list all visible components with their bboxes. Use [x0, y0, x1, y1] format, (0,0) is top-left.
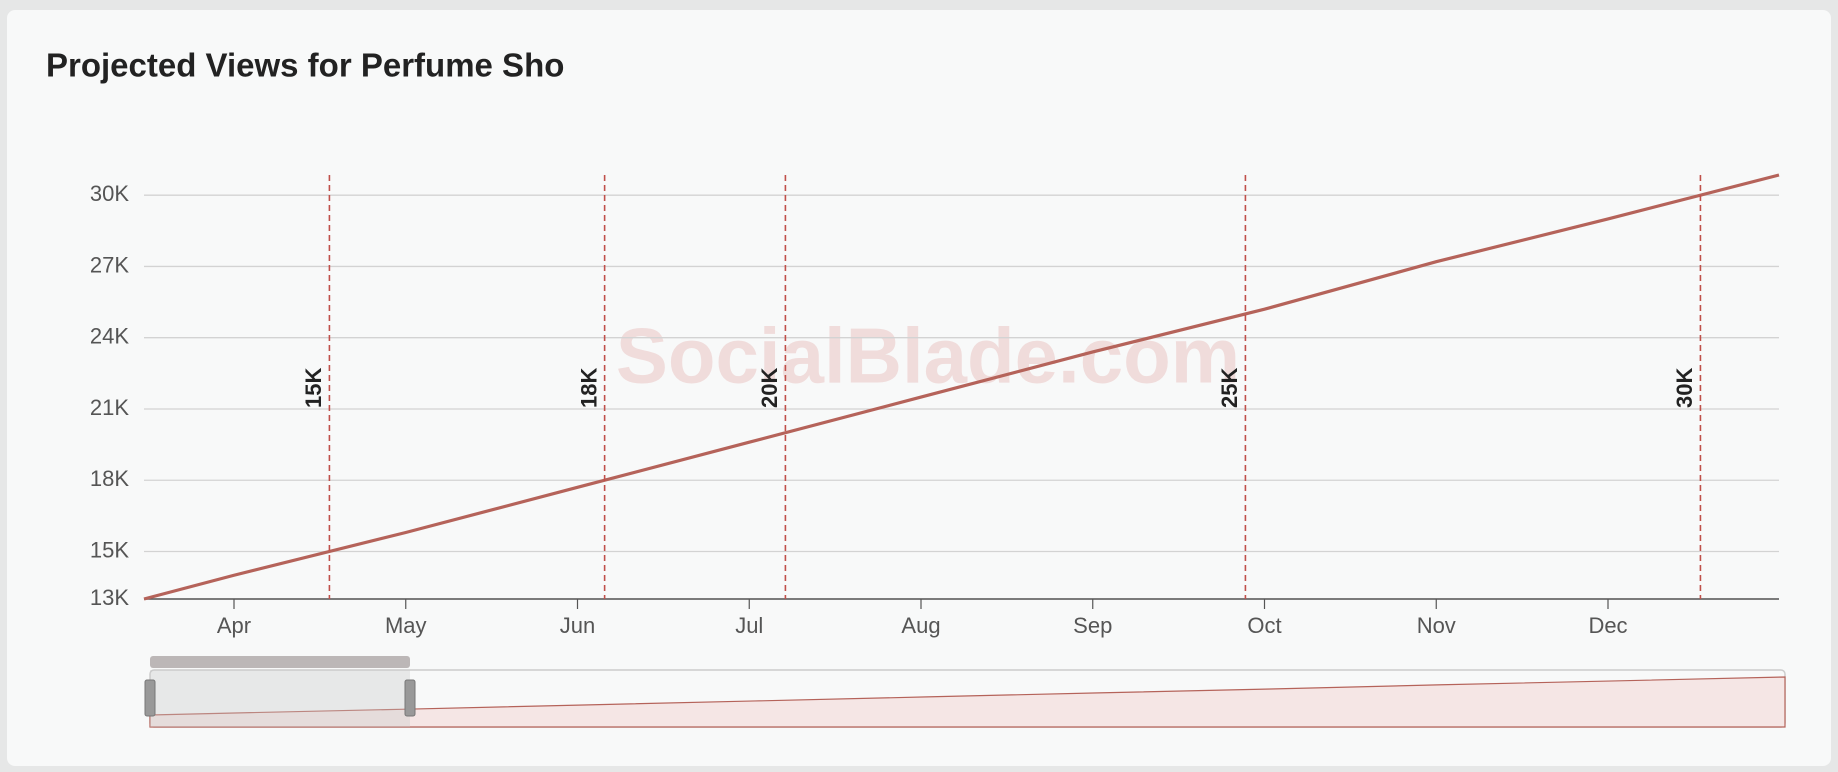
line-series [143, 173, 1780, 601]
milestone-label: 20K [757, 368, 782, 408]
y-tick-label: 13K [90, 585, 129, 610]
milestone-label: 18K [576, 368, 601, 408]
y-tick-label: 27K [90, 252, 129, 277]
card [7, 10, 1831, 766]
x-tick-label: Jun [560, 613, 595, 638]
y-tick-label: 15K [90, 537, 129, 562]
y-tick-label: 30K [90, 181, 129, 206]
navigator-handle[interactable] [144, 679, 156, 717]
x-tick-label: May [385, 613, 427, 638]
navigator-scrollbar[interactable] [150, 656, 410, 668]
navigator-window [150, 670, 410, 727]
x-tick-label: Aug [901, 613, 940, 638]
y-tick-label: 21K [90, 395, 129, 420]
y-tick-label: 18K [90, 466, 129, 491]
x-tick-label: Sep [1073, 613, 1112, 638]
x-tick-label: Oct [1247, 613, 1281, 638]
x-tick-label: Apr [217, 613, 251, 638]
milestone-label: 15K [301, 368, 326, 408]
x-tick-label: Nov [1417, 613, 1456, 638]
milestone-label: 30K [1672, 368, 1697, 408]
navigator-area [149, 676, 1786, 728]
x-tick-label: Jul [735, 613, 763, 638]
x-tick-label: Dec [1588, 613, 1627, 638]
milestone-label: 25K [1217, 368, 1242, 408]
y-tick-label: 24K [90, 324, 129, 349]
watermark: SocialBlade.com [616, 312, 1240, 400]
chart-title: Projected Views for Perfume Sho [46, 47, 564, 84]
navigator-handle[interactable] [404, 679, 416, 717]
